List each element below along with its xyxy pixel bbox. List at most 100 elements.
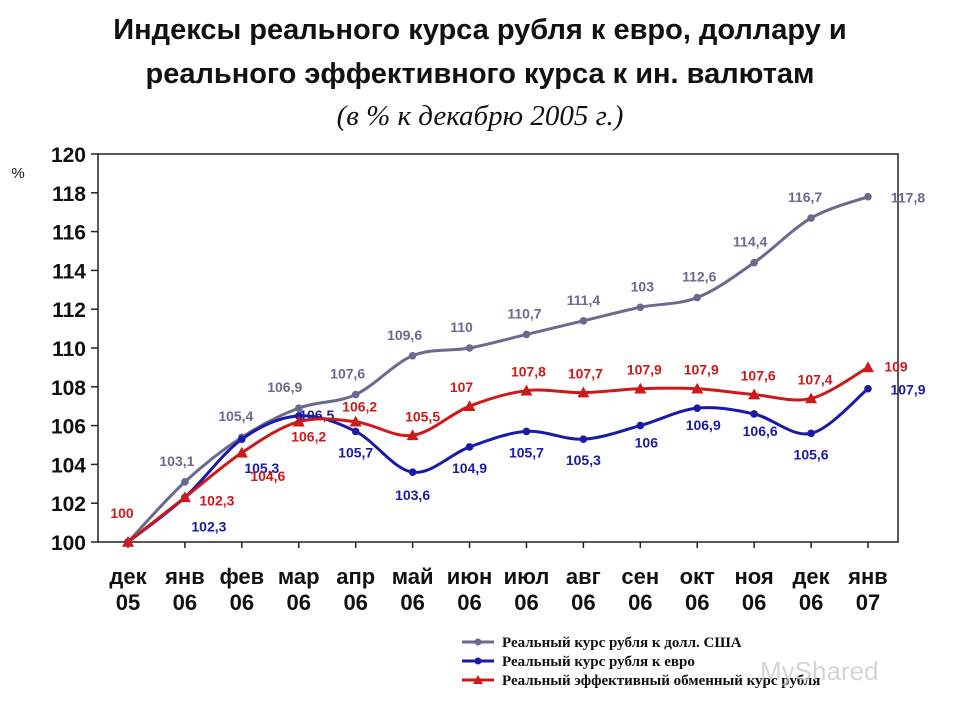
y-tick-label: 108: [51, 377, 86, 400]
x-tick-label-year: 06: [230, 590, 254, 615]
data-point-usd: [294, 404, 303, 412]
data-label-euro: 105,3: [244, 460, 279, 476]
data-label-usd: 103,1: [159, 453, 194, 469]
y-tick-label: 116: [52, 222, 86, 245]
data-label-effective: 105,5: [405, 408, 440, 424]
data-point-euro: [351, 427, 360, 436]
data-point-effective: [178, 491, 191, 503]
data-point-effective: [634, 382, 647, 394]
y-tick-label: 120: [51, 144, 86, 167]
data-label-effective: 107,8: [511, 364, 546, 380]
data-point-effective: [349, 415, 362, 427]
x-tick-label-year: 06: [628, 590, 652, 615]
data-label-effective: 104,6: [250, 468, 285, 484]
y-tick-label: 104: [51, 454, 86, 477]
data-label-usd: 105,4: [218, 408, 253, 424]
x-tick-label-year: 06: [685, 590, 709, 615]
x-tick-label-month: апр: [336, 564, 375, 589]
data-point-euro: [807, 429, 815, 438]
legend-marker-euro: [474, 657, 482, 665]
x-tick-label-year: 06: [742, 590, 766, 615]
data-label-usd: 103: [631, 278, 655, 294]
y-tick-label: 100: [51, 532, 86, 555]
x-tick-label-year: 06: [571, 590, 595, 615]
x-tick-label-month: авг: [566, 564, 601, 589]
x-tick-label-month: дек: [109, 564, 147, 589]
data-label-effective: 107,7: [568, 366, 603, 382]
data-point-euro: [864, 384, 872, 393]
data-point-euro: [693, 404, 702, 412]
data-label-effective: 102,3: [199, 492, 234, 508]
watermark: MyShared: [760, 656, 879, 686]
data-label-euro: 103,6: [395, 487, 430, 503]
data-point-effective: [406, 429, 419, 441]
data-point-effective: [520, 384, 533, 396]
data-point-euro: [522, 427, 531, 436]
data-point-usd: [522, 330, 531, 339]
x-tick-label-month: июл: [504, 564, 550, 589]
chart-title-line-1: Индексы реального курса рубля к евро, до…: [113, 14, 847, 46]
data-label-euro: 105,7: [509, 444, 544, 460]
data-point-usd: [807, 214, 815, 222]
chart-title-line-2: реального эффективного курса к ин. валют…: [145, 58, 815, 90]
data-label-usd: 117,8: [891, 190, 925, 206]
data-point-effective: [577, 386, 590, 398]
x-tick-label-month: май: [392, 564, 434, 589]
x-tick-label-year: 06: [799, 590, 823, 615]
x-tick-label-month: июн: [447, 564, 493, 589]
data-label-euro: 105,6: [794, 446, 829, 462]
data-label-usd: 107,6: [330, 366, 365, 382]
x-tick-label-year: 05: [116, 590, 140, 615]
data-label-usd: 116,7: [788, 189, 822, 205]
data-point-usd: [351, 390, 360, 399]
data-label-effective: 109: [884, 358, 908, 374]
x-tick-label-month: янв: [164, 564, 205, 589]
data-point-effective: [235, 446, 248, 458]
data-label-euro: 107,9: [890, 382, 925, 398]
data-label-usd: 112,6: [682, 269, 716, 285]
data-label-euro: 105,7: [338, 444, 373, 460]
x-tick-label-month: дек: [792, 564, 830, 589]
x-tick-label-month: янв: [847, 564, 888, 589]
data-label-euro: 106,9: [686, 417, 721, 433]
x-tick-label-year: 06: [400, 590, 424, 615]
legend-entry-usd: Реальный курс рубля к долл. США: [502, 635, 742, 651]
data-point-effective: [122, 536, 134, 547]
data-label-usd: 114,4: [733, 234, 767, 250]
x-tick-label-year: 06: [173, 590, 197, 615]
data-label-effective: 106,2: [291, 429, 326, 445]
data-label-effective: 107: [450, 379, 474, 395]
x-tick-label-year: 06: [343, 590, 367, 615]
y-tick-label: 106: [51, 416, 86, 439]
data-label-effective: 107,6: [741, 368, 776, 384]
x-tick-label-month: окт: [680, 564, 715, 589]
y-tick-label: 114: [52, 260, 86, 283]
data-point-euro: [636, 421, 645, 430]
data-label-euro: 106,6: [743, 423, 778, 439]
data-label-usd: 106,9: [267, 379, 302, 395]
x-tick-label-month: фев: [219, 564, 264, 589]
y-tick-label: 102: [51, 493, 86, 516]
data-point-usd: [750, 258, 758, 267]
data-point-effective: [691, 382, 704, 394]
data-point-euro: [465, 443, 474, 451]
legend-marker-effective: [473, 675, 483, 684]
data-label-usd: 110,7: [507, 305, 541, 321]
data-label-effective: 107,9: [627, 362, 662, 378]
data-point-effective: [862, 361, 874, 373]
data-label-euro: 105,3: [566, 452, 601, 468]
data-point-usd: [864, 192, 872, 201]
data-label-effective: 100: [110, 505, 134, 521]
data-point-euro: [750, 410, 758, 418]
legend-entry-euro: Реальный курс рубля к евро: [502, 654, 695, 670]
data-label-effective: 107,4: [798, 371, 833, 387]
data-point-usd: [408, 351, 417, 360]
data-label-euro: 106: [635, 435, 659, 451]
data-label-euro: 104,9: [452, 460, 487, 476]
data-label-effective: 107,9: [684, 362, 719, 378]
data-point-effective: [805, 392, 818, 404]
x-tick-label-year: 06: [457, 590, 481, 615]
data-label-usd: 111,4: [567, 292, 601, 308]
data-label-usd: 109,6: [387, 327, 422, 343]
